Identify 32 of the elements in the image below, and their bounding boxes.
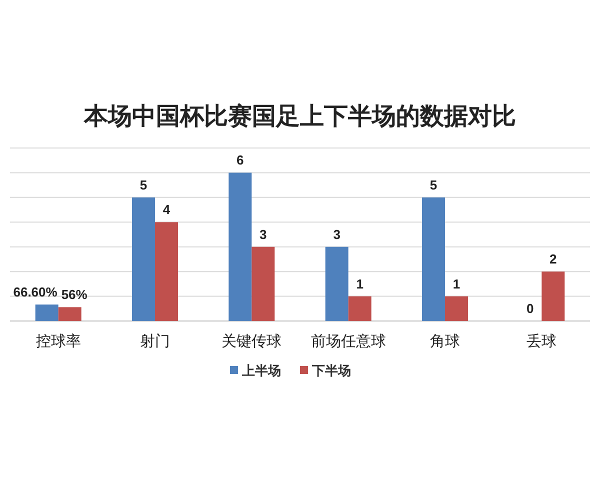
chart-title: 本场中国杯比赛国足上下半场的数据对比	[83, 103, 516, 130]
x-tick-label: 角球	[430, 333, 460, 350]
data-label: 5	[430, 177, 438, 192]
bar	[348, 296, 372, 321]
data-label: 3	[260, 226, 267, 242]
data-label: 5	[140, 177, 148, 192]
x-tick-label: 关键传球	[222, 333, 282, 350]
x-tick-label: 射门	[140, 333, 170, 350]
data-label: 4	[162, 202, 171, 218]
bar	[155, 222, 178, 321]
data-label: 56%	[61, 287, 88, 302]
bar	[325, 246, 348, 321]
data-label: 1	[356, 276, 364, 292]
data-label: 2	[550, 252, 557, 267]
bar	[35, 304, 58, 321]
bar	[252, 246, 275, 321]
legend-label: 上半场	[241, 363, 281, 378]
x-tick-label: 前场任意球	[310, 333, 386, 350]
x-tick-label: 丢球	[526, 333, 557, 350]
bar	[132, 197, 155, 321]
bar	[228, 172, 252, 321]
x-tick-label: 控球率	[36, 333, 81, 350]
data-label: 0	[526, 301, 534, 316]
legend-label: 下半场	[311, 363, 351, 378]
data-label: 66.60%	[13, 284, 58, 300]
bar	[542, 272, 565, 321]
bar	[445, 296, 468, 321]
data-label: 6	[236, 152, 244, 168]
bar	[422, 197, 445, 321]
data-label: 3	[333, 226, 340, 242]
data-label: 1	[452, 276, 460, 292]
bar	[58, 307, 82, 321]
